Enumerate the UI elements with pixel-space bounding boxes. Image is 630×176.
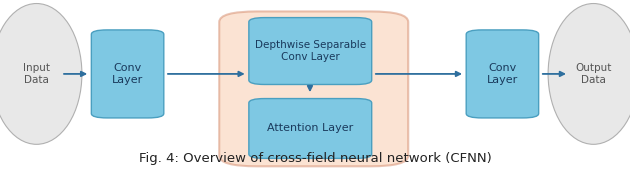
Ellipse shape: [548, 4, 630, 144]
Text: Input
Data: Input Data: [23, 63, 50, 85]
Text: Attention Layer: Attention Layer: [267, 124, 353, 133]
Ellipse shape: [0, 4, 82, 144]
Text: Depthwise Separable
Conv Layer: Depthwise Separable Conv Layer: [255, 40, 366, 62]
FancyBboxPatch shape: [249, 99, 372, 158]
Text: Conv
Layer: Conv Layer: [487, 63, 518, 85]
Text: Conv
Layer: Conv Layer: [112, 63, 143, 85]
FancyBboxPatch shape: [466, 30, 539, 118]
FancyBboxPatch shape: [249, 18, 372, 84]
Text: Fig. 4: Overview of cross-field neural network (CFNN): Fig. 4: Overview of cross-field neural n…: [139, 152, 491, 165]
Text: Output
Data: Output Data: [575, 63, 612, 85]
FancyBboxPatch shape: [219, 11, 408, 166]
FancyBboxPatch shape: [91, 30, 164, 118]
